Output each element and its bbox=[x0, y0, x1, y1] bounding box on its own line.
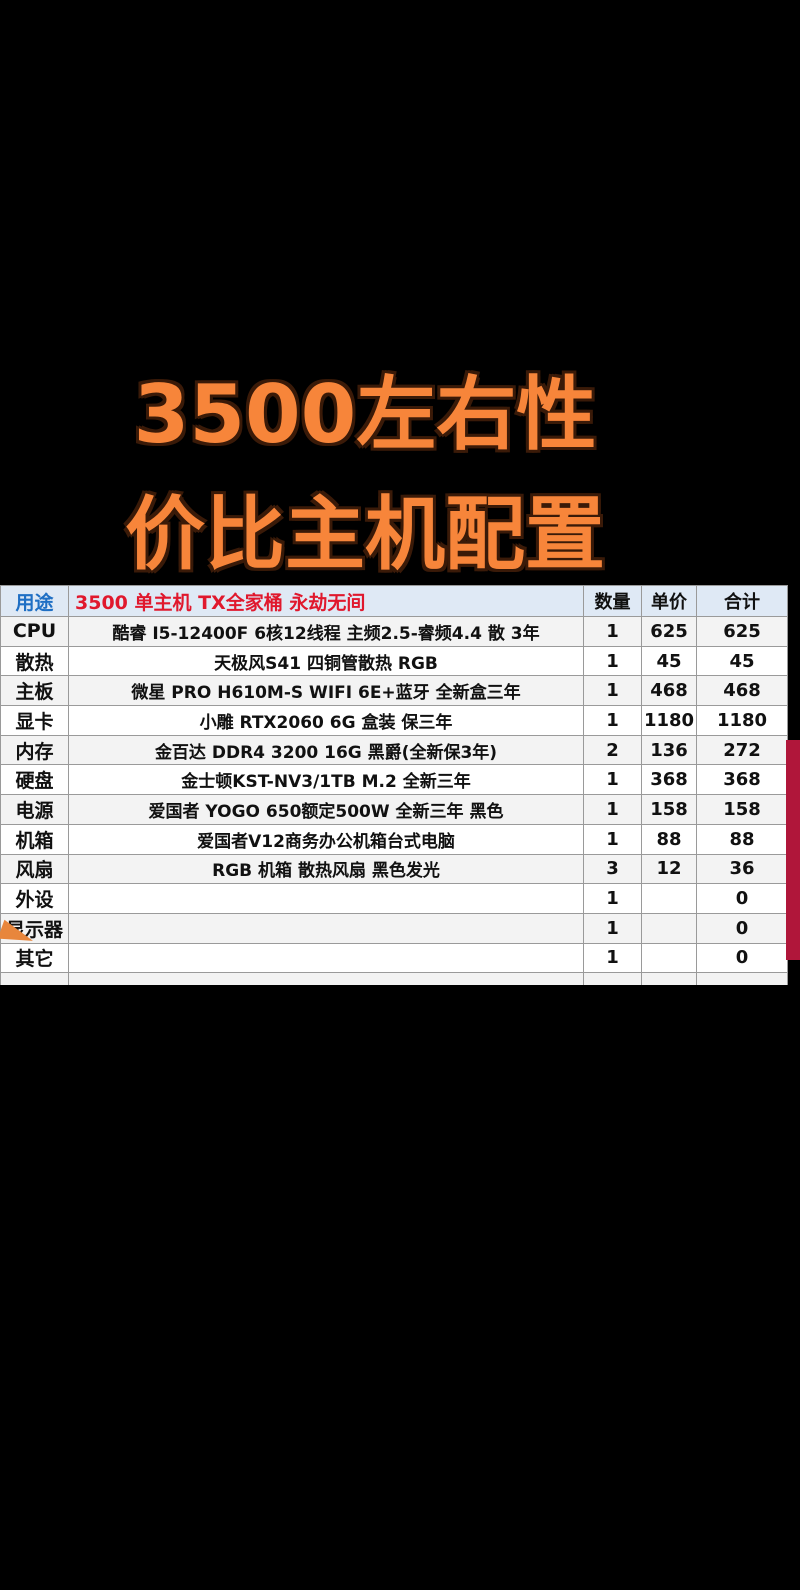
cell-qty[interactable]: 3 bbox=[583, 853, 642, 885]
cell-qty[interactable]: 1 bbox=[583, 823, 642, 855]
cell-desc[interactable]: 爱国者V12商务办公机箱台式电脑 bbox=[68, 823, 584, 855]
table-row: 硬盘 金士顿KST-NV3/1TB M.2 全新三年 1 368 368 bbox=[0, 764, 788, 796]
cell-total[interactable]: 625 bbox=[696, 616, 788, 647]
cell-qty[interactable]: 1 bbox=[583, 616, 642, 647]
cell-total[interactable]: 368 bbox=[696, 764, 788, 796]
cell-qty[interactable]: 1 bbox=[583, 645, 642, 677]
background-strip bbox=[786, 740, 800, 960]
cell-label[interactable]: 外设 bbox=[0, 883, 69, 914]
cell-price[interactable]: 468 bbox=[641, 675, 697, 707]
cell-desc[interactable]: 小雕 RTX2060 6G 盒装 保三年 bbox=[68, 705, 584, 736]
cell-total[interactable]: 36 bbox=[696, 853, 788, 885]
table-row: 外设 1 0 bbox=[0, 883, 788, 914]
cell-label[interactable]: CPU bbox=[0, 616, 69, 647]
cell-price[interactable]: 1180 bbox=[641, 705, 697, 736]
cell-qty[interactable]: 1 bbox=[583, 764, 642, 796]
cell-label[interactable]: 散热 bbox=[0, 645, 69, 677]
table-row: CPU 酷睿 I5-12400F 6核12线程 主频2.5-睿频4.4 散 3年 1… bbox=[0, 616, 788, 647]
cell-label[interactable]: 主板 bbox=[0, 675, 69, 707]
cell-price[interactable]: 136 bbox=[641, 734, 697, 766]
cell-price[interactable]: 625 bbox=[641, 616, 697, 647]
cell-label[interactable]: 硬盘 bbox=[0, 764, 69, 796]
table-row: 内存 金百达 DDR4 3200 16G 黑爵(全新保3年) 2 136 272 bbox=[0, 734, 788, 766]
cell-total[interactable]: 0 bbox=[696, 912, 788, 944]
header-total[interactable]: 合计 bbox=[696, 585, 788, 617]
cell-qty[interactable]: 1 bbox=[583, 912, 642, 944]
cell-price[interactable]: 88 bbox=[641, 823, 697, 855]
cell-label[interactable]: 机箱 bbox=[0, 823, 69, 855]
header-qty[interactable]: 数量 bbox=[583, 585, 642, 617]
table-row: 风扇 RGB 机箱 散热风扇 黑色发光 3 12 36 bbox=[0, 853, 788, 885]
table-row-empty bbox=[0, 972, 788, 985]
cell-total[interactable]: 88 bbox=[696, 823, 788, 855]
cell-total[interactable]: 45 bbox=[696, 645, 788, 677]
table-row: 主板 微星 PRO H610M-S WIFI 6E+蓝牙 全新盒三年 1 468 468 bbox=[0, 675, 788, 707]
cell-price[interactable]: 158 bbox=[641, 794, 697, 825]
pc-config-table: 用途 3500 单主机 TX全家桶 永劫无间 数量 单价 合计 CPU 酷睿 I5… bbox=[0, 585, 788, 985]
cell-total[interactable]: 468 bbox=[696, 675, 788, 707]
cell-empty[interactable] bbox=[0, 972, 69, 985]
cell-qty[interactable]: 1 bbox=[583, 675, 642, 707]
cell-desc[interactable]: 天极风S41 四铜管散热 RGB bbox=[68, 645, 584, 677]
cell-label[interactable]: 风扇 bbox=[0, 853, 69, 885]
cell-empty[interactable] bbox=[696, 972, 788, 985]
cell-price[interactable] bbox=[641, 942, 697, 974]
table-row: 显示器 1 0 bbox=[0, 912, 788, 944]
cell-qty[interactable]: 1 bbox=[583, 942, 642, 974]
cell-desc[interactable]: 金士顿KST-NV3/1TB M.2 全新三年 bbox=[68, 764, 584, 796]
cell-empty[interactable] bbox=[641, 972, 697, 985]
cell-label[interactable]: 显示器 bbox=[0, 912, 69, 944]
cell-total[interactable]: 1180 bbox=[696, 705, 788, 736]
cell-price[interactable]: 368 bbox=[641, 764, 697, 796]
video-title-line-2: 价比主机配置 bbox=[125, 488, 605, 581]
cell-desc[interactable]: RGB 机箱 散热风扇 黑色发光 bbox=[68, 853, 584, 885]
spreadsheet: 用途 3500 单主机 TX全家桶 永劫无间 数量 单价 合计 CPU 酷睿 I5… bbox=[0, 585, 788, 985]
cell-qty[interactable]: 1 bbox=[583, 794, 642, 825]
cell-desc[interactable] bbox=[68, 942, 584, 974]
cell-total[interactable]: 0 bbox=[696, 942, 788, 974]
table-row: 其它 1 0 bbox=[0, 942, 788, 974]
cell-price[interactable]: 45 bbox=[641, 645, 697, 677]
cell-total[interactable]: 158 bbox=[696, 794, 788, 825]
cell-label[interactable]: 内存 bbox=[0, 734, 69, 766]
header-usage[interactable]: 用途 bbox=[0, 585, 69, 617]
cell-price[interactable] bbox=[641, 912, 697, 944]
cell-desc[interactable]: 金百达 DDR4 3200 16G 黑爵(全新保3年) bbox=[68, 734, 584, 766]
cell-label[interactable]: 电源 bbox=[0, 794, 69, 825]
cell-empty[interactable] bbox=[583, 972, 642, 985]
table-row: 机箱 爱国者V12商务办公机箱台式电脑 1 88 88 bbox=[0, 823, 788, 855]
cell-qty[interactable]: 1 bbox=[583, 883, 642, 914]
video-title-line-1: 3500左右性 bbox=[133, 368, 597, 461]
cell-desc[interactable] bbox=[68, 912, 584, 944]
cell-desc[interactable]: 爱国者 YOGO 650额定500W 全新三年 黑色 bbox=[68, 794, 584, 825]
cell-total[interactable]: 0 bbox=[696, 883, 788, 914]
cell-desc[interactable] bbox=[68, 883, 584, 914]
cell-empty[interactable] bbox=[68, 972, 584, 985]
cell-label[interactable]: 显卡 bbox=[0, 705, 69, 736]
cell-desc[interactable]: 微星 PRO H610M-S WIFI 6E+蓝牙 全新盒三年 bbox=[68, 675, 584, 707]
cell-label[interactable]: 其它 bbox=[0, 942, 69, 974]
cell-qty[interactable]: 2 bbox=[583, 734, 642, 766]
header-row: 用途 3500 单主机 TX全家桶 永劫无间 数量 单价 合计 bbox=[0, 585, 788, 617]
header-price[interactable]: 单价 bbox=[641, 585, 697, 617]
table-row: 电源 爱国者 YOGO 650额定500W 全新三年 黑色 1 158 158 bbox=[0, 794, 788, 825]
table-row: 散热 天极风S41 四铜管散热 RGB 1 45 45 bbox=[0, 645, 788, 677]
table-row: 显卡 小雕 RTX2060 6G 盒装 保三年 1 1180 1180 bbox=[0, 705, 788, 736]
cell-desc[interactable]: 酷睿 I5-12400F 6核12线程 主频2.5-睿频4.4 散 3年 bbox=[68, 616, 584, 647]
cell-price[interactable]: 12 bbox=[641, 853, 697, 885]
cell-price[interactable] bbox=[641, 883, 697, 914]
header-title[interactable]: 3500 单主机 TX全家桶 永劫无间 bbox=[68, 585, 584, 617]
cell-qty[interactable]: 1 bbox=[583, 705, 642, 736]
cell-total[interactable]: 272 bbox=[696, 734, 788, 766]
